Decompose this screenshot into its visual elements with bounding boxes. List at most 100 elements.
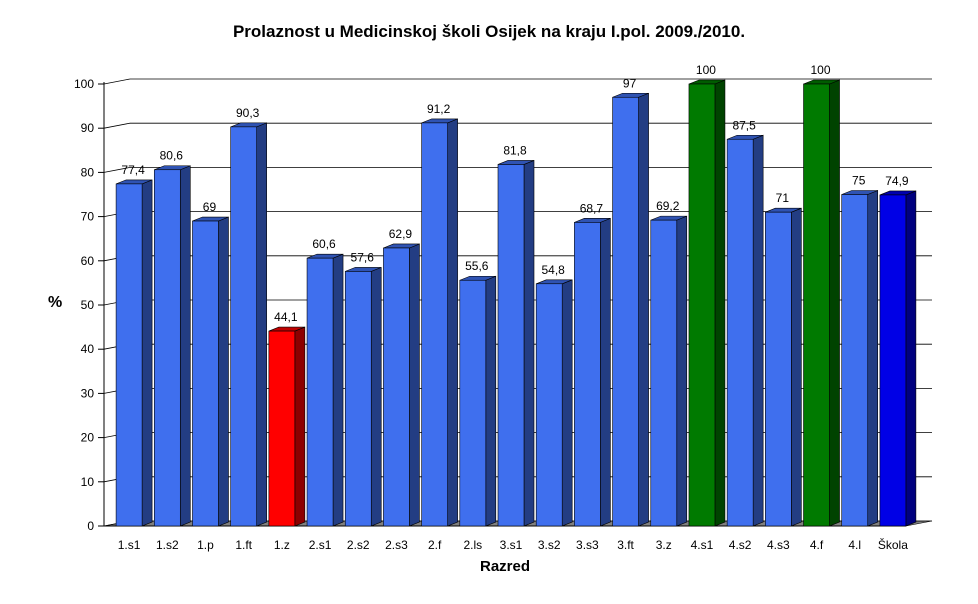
- x-tick-label: 1.p: [197, 538, 214, 552]
- data-label: 68,7: [580, 201, 604, 215]
- bar: [497, 164, 525, 527]
- data-label: 55,6: [465, 259, 489, 273]
- bar: [230, 126, 257, 527]
- data-label: 75: [852, 174, 866, 188]
- bar: [153, 169, 181, 527]
- data-label: 62,9: [389, 227, 413, 241]
- data-label: 74,9: [885, 174, 909, 188]
- bar-side: [332, 253, 344, 527]
- bar-side: [561, 279, 573, 527]
- x-tick-label: 2.ls: [463, 538, 482, 552]
- bar: [344, 271, 372, 527]
- bar: [841, 194, 869, 527]
- x-axis-label: Razred: [479, 558, 531, 575]
- bar: [612, 96, 639, 527]
- bar: [421, 122, 448, 527]
- bar-side: [370, 266, 382, 527]
- x-tick-label: 1.ft: [235, 538, 252, 552]
- y-tick-label: 100: [74, 77, 94, 91]
- x-tick-label: 3.z: [656, 538, 672, 552]
- data-label: 100: [811, 63, 831, 77]
- data-label: 87,5: [732, 118, 756, 132]
- y-axis-label: %: [48, 294, 63, 311]
- x-tick-label: 2.s1: [309, 538, 332, 552]
- chart-title: Prolaznost u Medicinskoj školi Osijek na…: [232, 22, 746, 41]
- bar-side: [294, 326, 306, 527]
- y-tick-label: 30: [81, 386, 95, 400]
- bar: [383, 247, 410, 527]
- bar-side: [905, 190, 917, 527]
- data-label: 77,4: [121, 163, 145, 177]
- x-tick-label: 4.l: [848, 538, 861, 552]
- bar: [535, 283, 563, 527]
- data-label: 100: [696, 63, 716, 77]
- x-tick-label: 2.s2: [347, 538, 370, 552]
- x-tick-label: 1.s2: [156, 538, 179, 552]
- data-label: 69,2: [656, 199, 680, 213]
- y-tick-label: 60: [81, 254, 95, 268]
- bar-side: [447, 118, 458, 527]
- y-tick-label: 70: [81, 210, 95, 224]
- bar-side: [791, 207, 802, 527]
- bar-side: [676, 215, 688, 527]
- bar-side: [141, 179, 153, 527]
- gridline-depth: [103, 167, 131, 173]
- data-label: 97: [623, 76, 637, 90]
- bar: [726, 138, 754, 527]
- x-tick-label: 4.s2: [729, 538, 752, 552]
- y-tick-label: 80: [81, 165, 95, 179]
- x-tick-label: 2.s3: [385, 538, 408, 552]
- x-tick-label: 4.s1: [691, 538, 714, 552]
- bar-side: [179, 165, 191, 527]
- y-tick-label: 10: [81, 475, 95, 489]
- y-tick-label: 0: [87, 519, 94, 533]
- bar: [765, 211, 792, 527]
- data-label: 54,8: [542, 263, 566, 277]
- bar-side: [523, 160, 535, 527]
- data-label: 91,2: [427, 102, 451, 116]
- data-label: 60,6: [312, 237, 336, 251]
- bar-side: [638, 92, 649, 527]
- bar-side: [752, 134, 764, 527]
- bar: [115, 183, 143, 527]
- y-tick-label: 50: [81, 298, 95, 312]
- bar: [688, 83, 716, 527]
- data-label: 44,1: [274, 310, 298, 324]
- y-tick-label: 20: [81, 431, 95, 445]
- bar: [268, 330, 296, 527]
- x-tick-label: 3.s3: [576, 538, 599, 552]
- bar-side: [829, 79, 840, 527]
- data-label: 80,6: [160, 149, 184, 163]
- bar: [459, 279, 487, 527]
- data-label: 57,6: [351, 250, 375, 264]
- data-label: 81,8: [503, 143, 527, 157]
- y-tick-label: 40: [81, 342, 95, 356]
- bar-side: [600, 217, 611, 527]
- x-tick-label: 3.s2: [538, 538, 561, 552]
- bar: [650, 219, 678, 527]
- bar: [192, 220, 219, 527]
- x-tick-label: 4.s3: [767, 538, 790, 552]
- data-label: 69: [203, 200, 217, 214]
- bar: [574, 222, 601, 527]
- x-tick-label: 1.z: [274, 538, 290, 552]
- x-tick-label: 2.f: [428, 538, 442, 552]
- y-tick-label: 90: [81, 121, 95, 135]
- x-tick-label: 1.s1: [118, 538, 141, 552]
- bar: [306, 257, 334, 527]
- bar-side: [409, 243, 420, 527]
- bar-side: [485, 275, 497, 527]
- data-label: 90,3: [236, 106, 260, 120]
- x-tick-label: 3.ft: [617, 538, 634, 552]
- x-tick-label: Škola: [878, 537, 908, 552]
- gridline-depth: [103, 78, 131, 85]
- bar: [803, 83, 830, 527]
- bar-side: [218, 216, 229, 527]
- bar-side: [867, 190, 879, 527]
- gridline-depth: [103, 122, 131, 129]
- bar: [879, 194, 907, 527]
- x-tick-label: 3.s1: [500, 538, 523, 552]
- data-label: 71: [776, 191, 790, 205]
